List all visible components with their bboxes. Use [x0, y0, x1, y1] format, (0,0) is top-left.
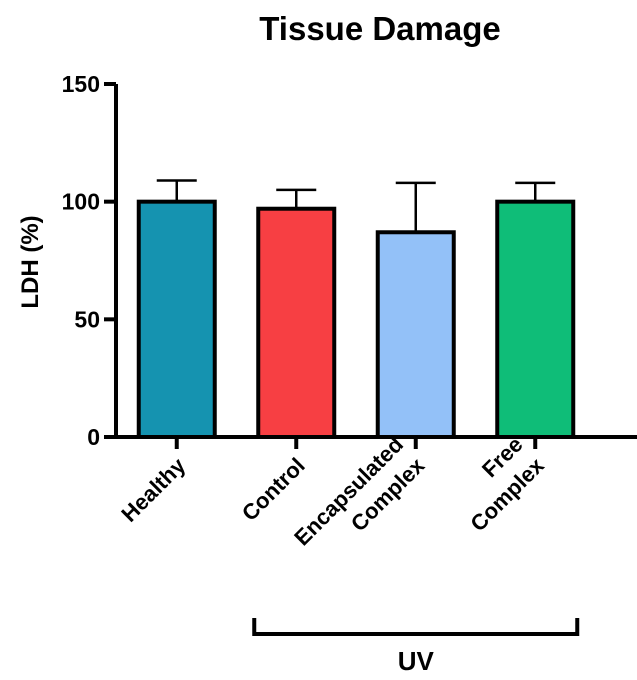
bar — [136, 199, 217, 439]
chart-title: Tissue Damage — [259, 10, 501, 47]
x-tick-label: EncapsulatedComplex — [289, 431, 430, 572]
group-label: UV — [398, 646, 435, 675]
x-tick-label-line: Control — [237, 453, 310, 526]
y-tick-label: 100 — [62, 189, 100, 215]
bar — [375, 230, 456, 439]
group-bracket-line — [252, 618, 580, 636]
uv-group-bracket: UV — [252, 618, 580, 676]
bar — [495, 199, 576, 439]
y-tick-label: 0 — [87, 424, 100, 450]
bars — [136, 179, 576, 449]
x-tick-label-line: Healthy — [116, 452, 190, 526]
y-tick-label: 150 — [62, 71, 100, 97]
x-tick-label: Control — [237, 453, 310, 526]
y-tick-label: 50 — [74, 306, 100, 332]
bar — [256, 206, 337, 439]
x-tick-label: Healthy — [116, 452, 190, 526]
y-axis-label: LDH (%) — [17, 215, 44, 308]
